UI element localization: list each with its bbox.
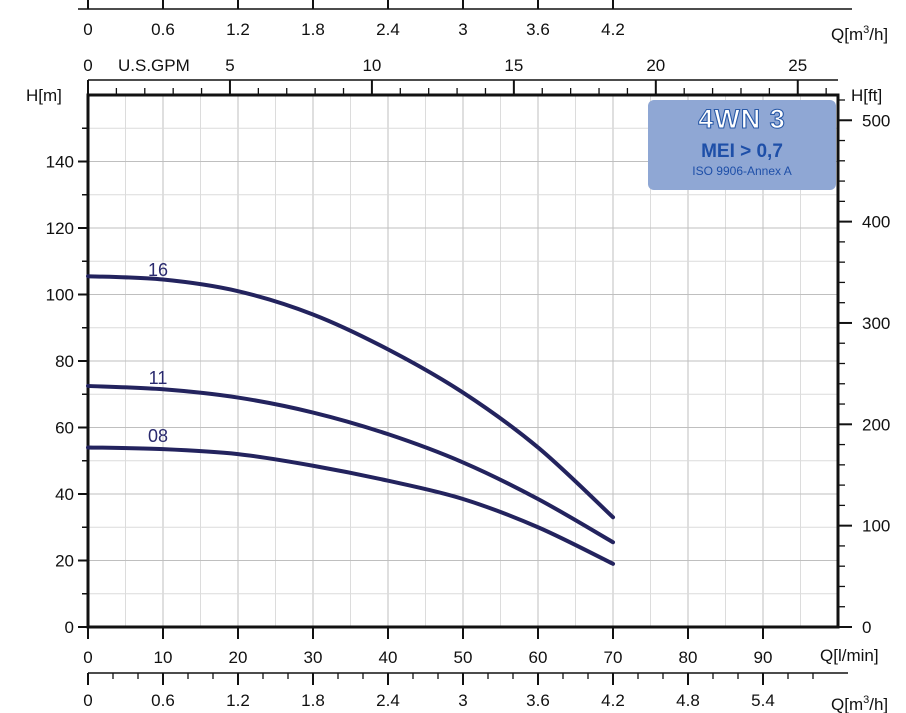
x-bottom-m3h-tick-label: 3: [458, 691, 467, 710]
x-bottom-m3h-label-sup: 3: [863, 694, 869, 706]
x-top-gpm-tick-label: 10: [362, 56, 381, 75]
x-top-m3h-tick-label: 0.6: [151, 20, 175, 39]
x-primary-tick-label: 70: [604, 648, 623, 667]
mei-badge: 4WN 3 MEI > 0,7 ISO 9906-Annex A: [648, 100, 836, 190]
x-bottom-m3h-tick-label: 1.2: [226, 691, 250, 710]
y-left-tick-label: 0: [65, 618, 74, 637]
x-primary-tick-label: 80: [679, 648, 698, 667]
x-top-m3h-label: Q[m3/h]: [831, 24, 888, 44]
x-bottom-m3h-label-tail: /h]: [869, 695, 888, 713]
x-bottom-m3h-tick-label: 2.4: [376, 691, 400, 710]
x-bottom-m3h-tick-label: 5.4: [751, 691, 775, 710]
x-primary-tick-label: 90: [754, 648, 773, 667]
x-primary-label: Q[l/min]: [820, 646, 879, 665]
curve-label-16: 16: [148, 260, 168, 280]
x-top-gpm-tick-label: 5: [225, 56, 234, 75]
x-primary-tick-label: 60: [529, 648, 548, 667]
y-right-tick-label: 500: [862, 111, 890, 130]
curve-11: [86, 383, 615, 545]
x-top-gpm-tick-label: 25: [788, 56, 807, 75]
badge-mei: MEI > 0,7: [701, 141, 783, 162]
x-bottom-m3h-tick-label: 4.2: [601, 691, 625, 710]
y-left-tick-label: 40: [55, 485, 74, 504]
x-bottom-m3h-tick-label: 4.8: [676, 691, 700, 710]
y-left-tick-label: 60: [55, 419, 74, 438]
x-top-m3h-tick-label: 1.2: [226, 20, 250, 39]
x-top-m3h-tick-label: 4.2: [601, 20, 625, 39]
x-primary-tick-label: 10: [154, 648, 173, 667]
y-left-tick-label: 120: [46, 219, 74, 238]
curves: 16 11 08: [86, 260, 615, 566]
x-top-m3h-label-sup: 3: [863, 24, 869, 36]
x-bottom-m3h-label-main: Q[m: [831, 695, 863, 713]
x-bottom-m3h-tick-label: 3.6: [526, 691, 550, 710]
x-top-m3h-label-tail: /h]: [869, 25, 888, 44]
y-right-tick-label: 100: [862, 517, 890, 536]
y-right-tick-label: 200: [862, 415, 890, 434]
x-bottom-m3h-label: Q[m3/h]: [831, 694, 888, 713]
badge-box: [648, 100, 836, 190]
x-bottom-m3h-tick-label: 1.8: [301, 691, 325, 710]
badge-iso: ISO 9906-Annex A: [692, 164, 791, 178]
x-primary-tick-label: 40: [379, 648, 398, 667]
x-top-m3h-label-main: Q[m: [831, 25, 863, 44]
x-bottom-m3h-tick-label: 0.6: [151, 691, 175, 710]
y-right-tick-label: 400: [862, 213, 890, 232]
x-primary-tick-label: 30: [304, 648, 323, 667]
y-left-tick-label: 100: [46, 286, 74, 305]
x-top-gpm-tick-label: 0: [83, 56, 92, 75]
x-top-m3h-tick-label: 3.6: [526, 20, 550, 39]
x-primary-tick-label: 20: [229, 648, 248, 667]
x-top-m3h-tick-label: 0: [83, 20, 92, 39]
y-left-label: H[m]: [26, 86, 62, 105]
x-top-m3h-tick-label: 2.4: [376, 20, 400, 39]
y-left-tick-label: 20: [55, 552, 74, 571]
x-primary-tick-label: 50: [454, 648, 473, 667]
gpm-label: U.S.GPM: [118, 56, 190, 75]
curve-16: [86, 274, 615, 520]
curve-label-08: 08: [148, 426, 168, 446]
x-top-gpm-tick-label: 15: [504, 56, 523, 75]
x-top-gpm-tick-label: 20: [646, 56, 665, 75]
x-bottom-m3h-tick-label: 0: [83, 691, 92, 710]
y-right-tick-label: 0: [862, 618, 871, 637]
y-left-tick-label: 140: [46, 153, 74, 172]
curve-label-11: 11: [149, 368, 168, 388]
y-left-tick-label: 80: [55, 352, 74, 371]
badge-title: 4WN 3: [698, 104, 786, 134]
x-primary-tick-label: 0: [83, 648, 92, 667]
x-top-m3h-tick-label: 3: [458, 20, 467, 39]
curve-08: [86, 445, 615, 566]
y-right-tick-label: 300: [862, 314, 890, 333]
y-right-label: H[ft]: [851, 86, 882, 105]
x-top-m3h-tick-label: 1.8: [301, 20, 325, 39]
